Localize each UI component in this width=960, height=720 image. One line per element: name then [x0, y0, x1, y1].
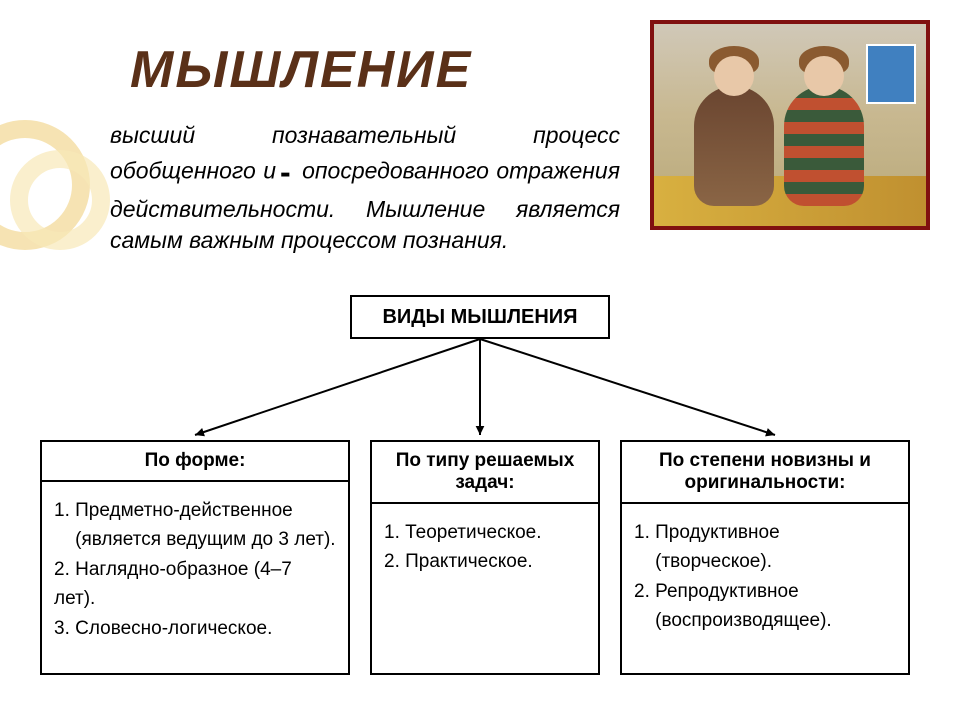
branch-item: 2. Наглядно-образное (4–7 лет).	[54, 555, 336, 614]
definition-text: высший познавательный процесс обобщенног…	[110, 120, 620, 256]
branch-item: 1. Предметно-действенное	[54, 496, 336, 525]
branch-item: 2. Практическое.	[384, 547, 586, 576]
decorative-circles	[0, 120, 100, 260]
branch-header: По форме:	[42, 442, 348, 482]
branch-box-1: По типу решаемых задач:1. Теоретическое.…	[370, 440, 600, 675]
branch-item: (творческое).	[634, 547, 896, 576]
branch-item: (является ведущим до 3 лет).	[54, 525, 336, 554]
branch-body: 1. Теоретическое.2. Практическое.	[372, 504, 598, 595]
photo-placeholder	[654, 24, 926, 226]
branch-item: 1. Продуктивное	[634, 518, 896, 547]
branch-item: 3. Словесно-логическое.	[54, 614, 336, 643]
page-title: МЫШЛЕНИЕ	[130, 40, 472, 100]
dash-icon: -	[276, 151, 295, 194]
circle-inner	[10, 150, 110, 250]
branch-header: По степени новизны и оригинальности:	[622, 442, 908, 504]
branch-body: 1. Предметно-действенное (является ведущ…	[42, 482, 348, 661]
thinking-types-diagram: ВИДЫ МЫШЛЕНИЯ По форме:1. Предметно-дейс…	[40, 295, 920, 705]
branch-item: (воспроизводящее).	[634, 606, 896, 635]
branch-box-2: По степени новизны и оригинальности:1. П…	[620, 440, 910, 675]
branch-item: 2. Репродуктивное	[634, 577, 896, 606]
children-photo	[650, 20, 930, 230]
branch-box-0: По форме:1. Предметно-действенное (являе…	[40, 440, 350, 675]
branch-body: 1. Продуктивное (творческое).2. Репродук…	[622, 504, 908, 654]
branch-header: По типу решаемых задач:	[372, 442, 598, 504]
branch-item: 1. Теоретическое.	[384, 518, 586, 547]
diagram-root: ВИДЫ МЫШЛЕНИЯ	[350, 295, 610, 339]
